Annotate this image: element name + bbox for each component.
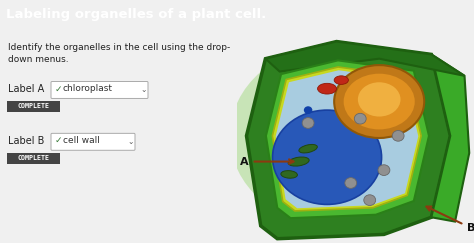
FancyBboxPatch shape	[51, 81, 148, 98]
Ellipse shape	[273, 110, 382, 204]
Text: ⌄: ⌄	[127, 137, 133, 146]
Circle shape	[378, 165, 390, 175]
Circle shape	[364, 195, 375, 206]
Ellipse shape	[281, 171, 297, 178]
Polygon shape	[246, 42, 450, 239]
Ellipse shape	[318, 83, 337, 94]
Circle shape	[354, 113, 366, 124]
Text: Label B: Label B	[8, 136, 45, 146]
Circle shape	[304, 106, 312, 114]
Text: Labeling organelles of a plant cell.: Labeling organelles of a plant cell.	[6, 9, 266, 21]
FancyBboxPatch shape	[8, 153, 61, 164]
Text: chloroplast: chloroplast	[63, 85, 113, 94]
Text: Label A: Label A	[8, 85, 44, 95]
Polygon shape	[275, 70, 418, 208]
Circle shape	[302, 118, 314, 128]
Text: Identify the organelles in the cell using the drop-: Identify the organelles in the cell usin…	[8, 43, 230, 52]
Text: cell wall: cell wall	[63, 136, 100, 145]
Polygon shape	[431, 54, 469, 222]
Ellipse shape	[299, 144, 317, 153]
Text: COMPLETE: COMPLETE	[18, 155, 50, 161]
Ellipse shape	[230, 45, 443, 227]
Circle shape	[392, 130, 404, 141]
Polygon shape	[273, 67, 421, 211]
FancyBboxPatch shape	[8, 101, 61, 112]
Text: COMPLETE: COMPLETE	[18, 104, 50, 109]
Polygon shape	[265, 42, 465, 76]
Text: down menus.: down menus.	[8, 55, 69, 64]
Text: A: A	[240, 156, 293, 166]
Ellipse shape	[344, 74, 415, 130]
Text: ✓: ✓	[55, 136, 63, 145]
Polygon shape	[266, 61, 429, 218]
Text: B: B	[427, 207, 474, 233]
Ellipse shape	[334, 76, 348, 84]
Ellipse shape	[334, 65, 424, 138]
Text: ⌄: ⌄	[140, 86, 146, 95]
Ellipse shape	[288, 157, 309, 166]
FancyBboxPatch shape	[51, 133, 135, 150]
Circle shape	[345, 178, 356, 188]
Text: ✓: ✓	[55, 85, 63, 94]
Ellipse shape	[358, 82, 401, 117]
